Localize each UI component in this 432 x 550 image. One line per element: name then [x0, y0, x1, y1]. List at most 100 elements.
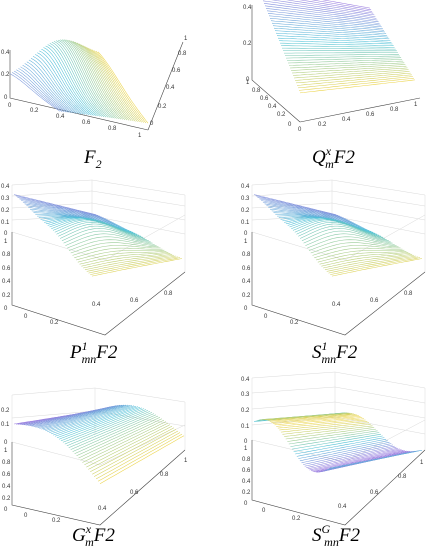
y-tick: 0.8: [2, 252, 11, 258]
panel-gxm-f2-caption: Gx mF2: [72, 522, 115, 549]
surface-mesh-line: [299, 0, 373, 12]
surface-mesh-line: [271, 210, 356, 224]
surface-mesh-line: [271, 415, 359, 423]
surface-mesh-line: [9, 73, 61, 112]
panel-sgmn-f2-caption: SG mnF2: [312, 522, 360, 549]
y-tick: 0: [244, 306, 248, 312]
surface-mesh-line: [26, 61, 77, 114]
surface-mesh-line: [76, 42, 128, 121]
z-tick: 0: [244, 439, 248, 445]
surface-mesh-line: [33, 405, 117, 427]
surface-mesh-line: [284, 54, 399, 56]
surface-mesh-line: [24, 63, 75, 114]
surface-mesh-line: [28, 207, 112, 222]
x-tick: 0.2: [30, 108, 39, 114]
panel-gxm-f2: 0.2 0.1 0 1 0.8 0.6 0.4 0.2 0 0 0.2 0.4 …: [1, 387, 188, 549]
y-tick: 1: [4, 448, 8, 454]
z-tick: 0.2: [241, 208, 250, 214]
z-tick: 0.2: [1, 408, 10, 414]
surface-mesh-line: [324, 254, 415, 271]
z-tick: 0: [4, 440, 8, 446]
surface-mesh-line: [70, 242, 159, 254]
x-tick: 0.8: [160, 472, 169, 478]
surface-mesh-line: [16, 69, 67, 113]
surface-mesh-line: [299, 441, 390, 462]
surface-mesh-line: [275, 32, 390, 40]
surface-mesh-line: [259, 198, 342, 218]
surface-mesh-line: [322, 0, 371, 9]
surface-mesh-line: [13, 194, 97, 215]
surface-mesh-line: [279, 42, 394, 46]
x-tick: 0.8: [390, 107, 399, 113]
x-tick: 0: [298, 127, 302, 133]
surface-mesh-line: [280, 45, 395, 48]
y-tick: 1: [246, 80, 250, 86]
surface-mesh-line: [253, 194, 337, 215]
surface-mesh-line: [45, 404, 129, 432]
surface-mesh-line: [314, 247, 403, 259]
surface-mesh-line: [261, 200, 344, 219]
surface-mesh-line: [33, 212, 118, 225]
panel-qxm-f2: 0.4 0.2 0 1 0.8 0.6 0.4 0.2 0 0 0.2 0.4 …: [243, 0, 421, 171]
surface-mesh-line: [255, 195, 339, 216]
x-tick: 0.8: [164, 291, 173, 297]
surface-mesh-line: [88, 256, 179, 274]
surface-mesh-line: [294, 220, 382, 237]
x-tick: 0.6: [366, 112, 375, 118]
x-tick: 0.8: [404, 291, 413, 297]
surface-mesh-line: [78, 418, 163, 459]
surface-mesh-line: [315, 249, 405, 261]
x-tick: 0.4: [332, 302, 341, 308]
surface-mesh-line: [84, 422, 169, 465]
z-tick: 0.2: [1, 208, 10, 214]
surface-mesh-line: [291, 433, 382, 450]
surface-mesh-line: [303, 230, 391, 244]
panel-p1mn-f2-x-ticks: 0 0.2 0.4 0.6 0.8: [24, 291, 173, 326]
surface-mesh-line: [84, 254, 175, 271]
surface-mesh-line: [280, 422, 370, 433]
x-tick: 0.6: [130, 298, 139, 304]
panel-f2-caption: F2: [83, 147, 102, 171]
surface-mesh-line: [89, 48, 140, 123]
surface-mesh-line: [64, 410, 149, 445]
panel-s1mn-f2-z-ticks: 0.4 0.3 0.2 0.1 0: [241, 184, 250, 237]
y-tick: 0.4: [2, 279, 11, 285]
panel-p1mn-f2-z-ticks: 0.4 0.3 0.2 0.1 0: [1, 184, 10, 237]
y-tick: 0.6: [172, 68, 181, 74]
surface-mesh-line: [284, 425, 373, 437]
surface-mesh-line: [39, 404, 123, 429]
surface-mesh-line: [321, 253, 411, 267]
surface-mesh-line: [74, 415, 159, 454]
surface-mesh-line: [72, 245, 161, 256]
surface-mesh-line: [29, 208, 114, 223]
panel-sgmn-f2-y-ticks: 1 0.8 0.6 0.4 0.2 0: [242, 446, 251, 507]
x-tick: 0.4: [342, 117, 351, 123]
surface-mesh-line: [24, 203, 108, 221]
surface-mesh-line: [266, 10, 380, 24]
panel-s1mn-f2-surface: [253, 194, 423, 277]
x-tick: 0.2: [292, 516, 301, 522]
y-tick: 0.6: [242, 266, 251, 272]
x-tick: 0.2: [52, 518, 61, 524]
surface-mesh-line: [70, 40, 122, 120]
surface-mesh-line: [276, 35, 391, 41]
surface-mesh-line: [60, 39, 111, 118]
panel-gxm-f2-x-ticks: 0 0.2 0.4 0.6 0.8 1: [24, 458, 188, 524]
surface-mesh-line: [54, 406, 139, 437]
surface-mesh-line: [87, 47, 138, 122]
y-tick: 0: [4, 507, 8, 513]
surface-mesh-line: [99, 435, 185, 484]
surface-mesh-line: [32, 56, 84, 115]
surface-mesh-line: [93, 430, 179, 477]
x-tick: 0.6: [370, 298, 379, 304]
panel-f2-y-ticks: 0 0.2 0.4 0.6 0.8 1: [150, 36, 188, 127]
surface-mesh-line: [284, 52, 398, 54]
surface-mesh-line: [306, 446, 397, 468]
panel-s1mn-f2-y-ticks: 1 0.8 0.6 0.4 0.2 0: [242, 239, 251, 312]
panel-f2: 0.4 0.2 0 0 0.2 0.4 0.6 0.8 1 0 0.2 0.4 …: [1, 36, 188, 171]
surface-mesh-line: [83, 45, 134, 122]
panel-gxm-f2-y-ticks: 1 0.8 0.6 0.4 0.2 0: [2, 448, 11, 513]
surface-mesh-line: [97, 51, 149, 124]
z-tick: 0: [246, 77, 250, 83]
panel-sgmn-f2-axes: [251, 440, 426, 526]
